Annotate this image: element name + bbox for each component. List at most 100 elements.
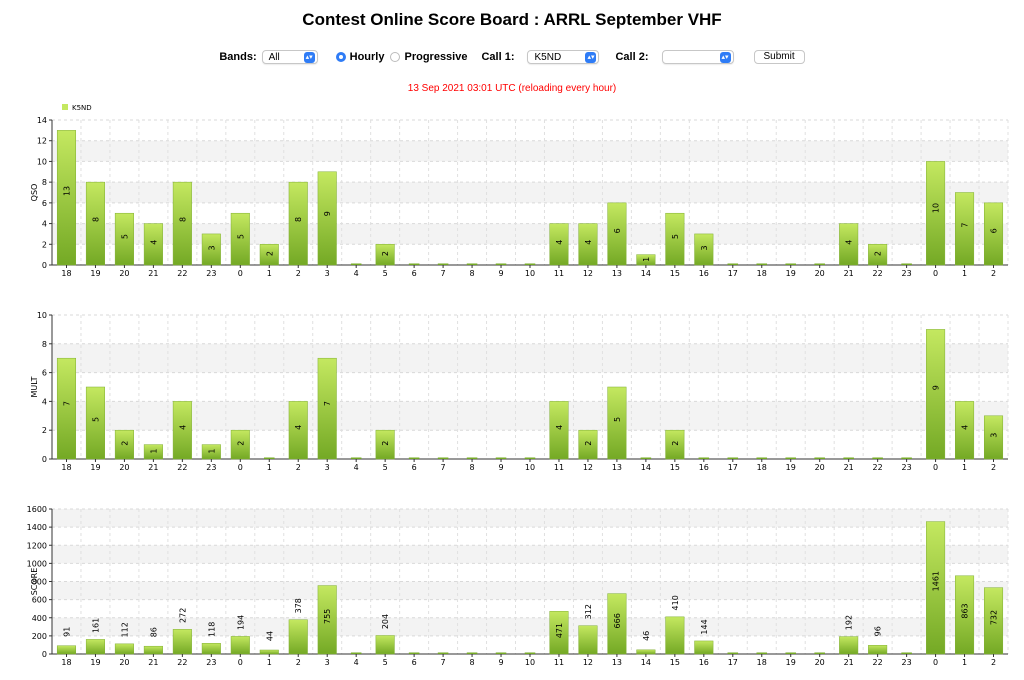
bar-value-label: 2: [265, 251, 274, 256]
x-tick-label: 8: [470, 658, 475, 667]
x-tick-label: 3: [325, 658, 330, 667]
bar-value-label: 13: [62, 186, 71, 196]
x-tick-label: 20: [119, 269, 129, 278]
x-tick-label: 21: [148, 463, 158, 472]
bar-zero: [495, 263, 507, 265]
x-tick-label: 20: [815, 463, 825, 472]
bar: [636, 649, 656, 655]
progressive-radio[interactable]: [390, 52, 401, 62]
x-tick-label: 14: [641, 463, 651, 472]
call1-select-value: K5ND: [534, 51, 562, 63]
x-tick-label: 23: [206, 463, 216, 472]
y-tick-label: 1200: [27, 541, 47, 550]
bar-zero: [727, 652, 739, 654]
bar-value-label: 2: [671, 441, 680, 446]
x-tick-label: 2: [296, 463, 301, 472]
submit-button[interactable]: Submit: [753, 50, 805, 64]
progressive-label: Progressive: [404, 51, 468, 63]
y-tick-label: 12: [37, 137, 47, 146]
grid-band: [52, 617, 1008, 636]
legend-swatch: [62, 104, 68, 110]
bar-value-label: 194: [236, 615, 245, 630]
bar: [955, 192, 975, 266]
y-tick-label: 0: [42, 261, 47, 270]
x-tick-label: 7: [441, 658, 446, 667]
bar-zero: [901, 457, 912, 459]
bar-zero: [785, 652, 796, 654]
x-tick-label: 19: [786, 658, 796, 667]
bar-value-label: 3: [207, 245, 216, 250]
hourly-radio[interactable]: [335, 52, 346, 62]
x-tick-label: 16: [699, 269, 709, 278]
x-tick-label: 19: [786, 269, 796, 278]
x-tick-label: 2: [296, 658, 301, 667]
x-tick-label: 20: [119, 463, 129, 472]
y-tick-label: 800: [32, 578, 47, 587]
bar-zero: [640, 457, 652, 459]
x-tick-label: 18: [61, 269, 71, 278]
grid-band: [52, 509, 1008, 528]
bar-zero: [814, 263, 825, 265]
bar-zero: [843, 457, 854, 459]
x-tick-label: 1: [962, 658, 967, 667]
x-tick-label: 16: [699, 463, 709, 472]
x-tick-label: 16: [699, 658, 709, 667]
x-tick-label: 1: [267, 658, 272, 667]
bar-value-label: 192: [845, 615, 854, 630]
x-tick-label: 4: [354, 463, 359, 472]
x-tick-label: 21: [148, 658, 158, 667]
bar-zero: [524, 457, 536, 459]
bar-zero: [727, 457, 739, 459]
x-tick-label: 15: [670, 269, 680, 278]
bar-value-label: 4: [178, 425, 187, 430]
x-tick-label: 4: [354, 269, 359, 278]
call1-select[interactable]: K5ND ▴▾: [527, 50, 600, 64]
bar-value-label: 732: [990, 610, 999, 625]
bar-value-label: 3: [990, 433, 999, 438]
bar-value-label: 471: [555, 623, 564, 638]
bar: [85, 181, 105, 266]
x-tick-label: 23: [206, 269, 216, 278]
grid-band: [52, 182, 1008, 203]
bar-value-label: 3: [700, 245, 709, 250]
x-tick-label: 6: [412, 463, 417, 472]
bar-zero: [901, 263, 912, 265]
bar: [56, 357, 77, 460]
y-axis-label: QSO: [30, 184, 39, 202]
bar-value-label: 4: [149, 240, 158, 245]
bar-value-label: 8: [91, 217, 100, 222]
y-tick-label: 4: [42, 220, 47, 229]
bar-zero: [756, 263, 768, 265]
x-tick-label: 1: [962, 463, 967, 472]
x-tick-label: 5: [383, 658, 388, 667]
x-tick-label: 18: [61, 463, 71, 472]
bar-zero: [524, 263, 536, 265]
bar-value-label: 2: [874, 251, 883, 256]
controls-bar: Bands: All ▴▾ Hourly Progressive Call 1:…: [0, 46, 1024, 68]
bands-select[interactable]: All ▴▾: [261, 50, 318, 64]
x-tick-label: 7: [441, 463, 446, 472]
chevron-up-down-icon: ▴▾: [303, 51, 315, 63]
bar: [172, 181, 192, 266]
bar-value-label: 46: [642, 631, 651, 641]
bar-zero: [495, 457, 507, 459]
x-tick-label: 19: [90, 269, 100, 278]
chart-qso: 02468101214QSOK5ND1318819520421822323502…: [30, 104, 1009, 278]
bar-value-label: 4: [961, 425, 970, 430]
bar-value-label: 7: [961, 223, 970, 228]
bar-zero: [785, 457, 796, 459]
bar-zero: [408, 457, 420, 459]
x-tick-label: 15: [670, 658, 680, 667]
bar: [926, 329, 946, 460]
legend-label: K5ND: [72, 104, 92, 112]
bar-value-label: 4: [584, 240, 593, 245]
x-tick-label: 21: [844, 463, 854, 472]
call2-label: Call 2:: [615, 51, 649, 63]
x-tick-label: 17: [728, 269, 738, 278]
x-tick-label: 17: [728, 658, 738, 667]
x-tick-label: 23: [902, 269, 912, 278]
call2-select[interactable]: ▴▾: [661, 50, 734, 64]
grid-band: [52, 223, 1008, 245]
bar-value-label: 9: [932, 385, 941, 390]
